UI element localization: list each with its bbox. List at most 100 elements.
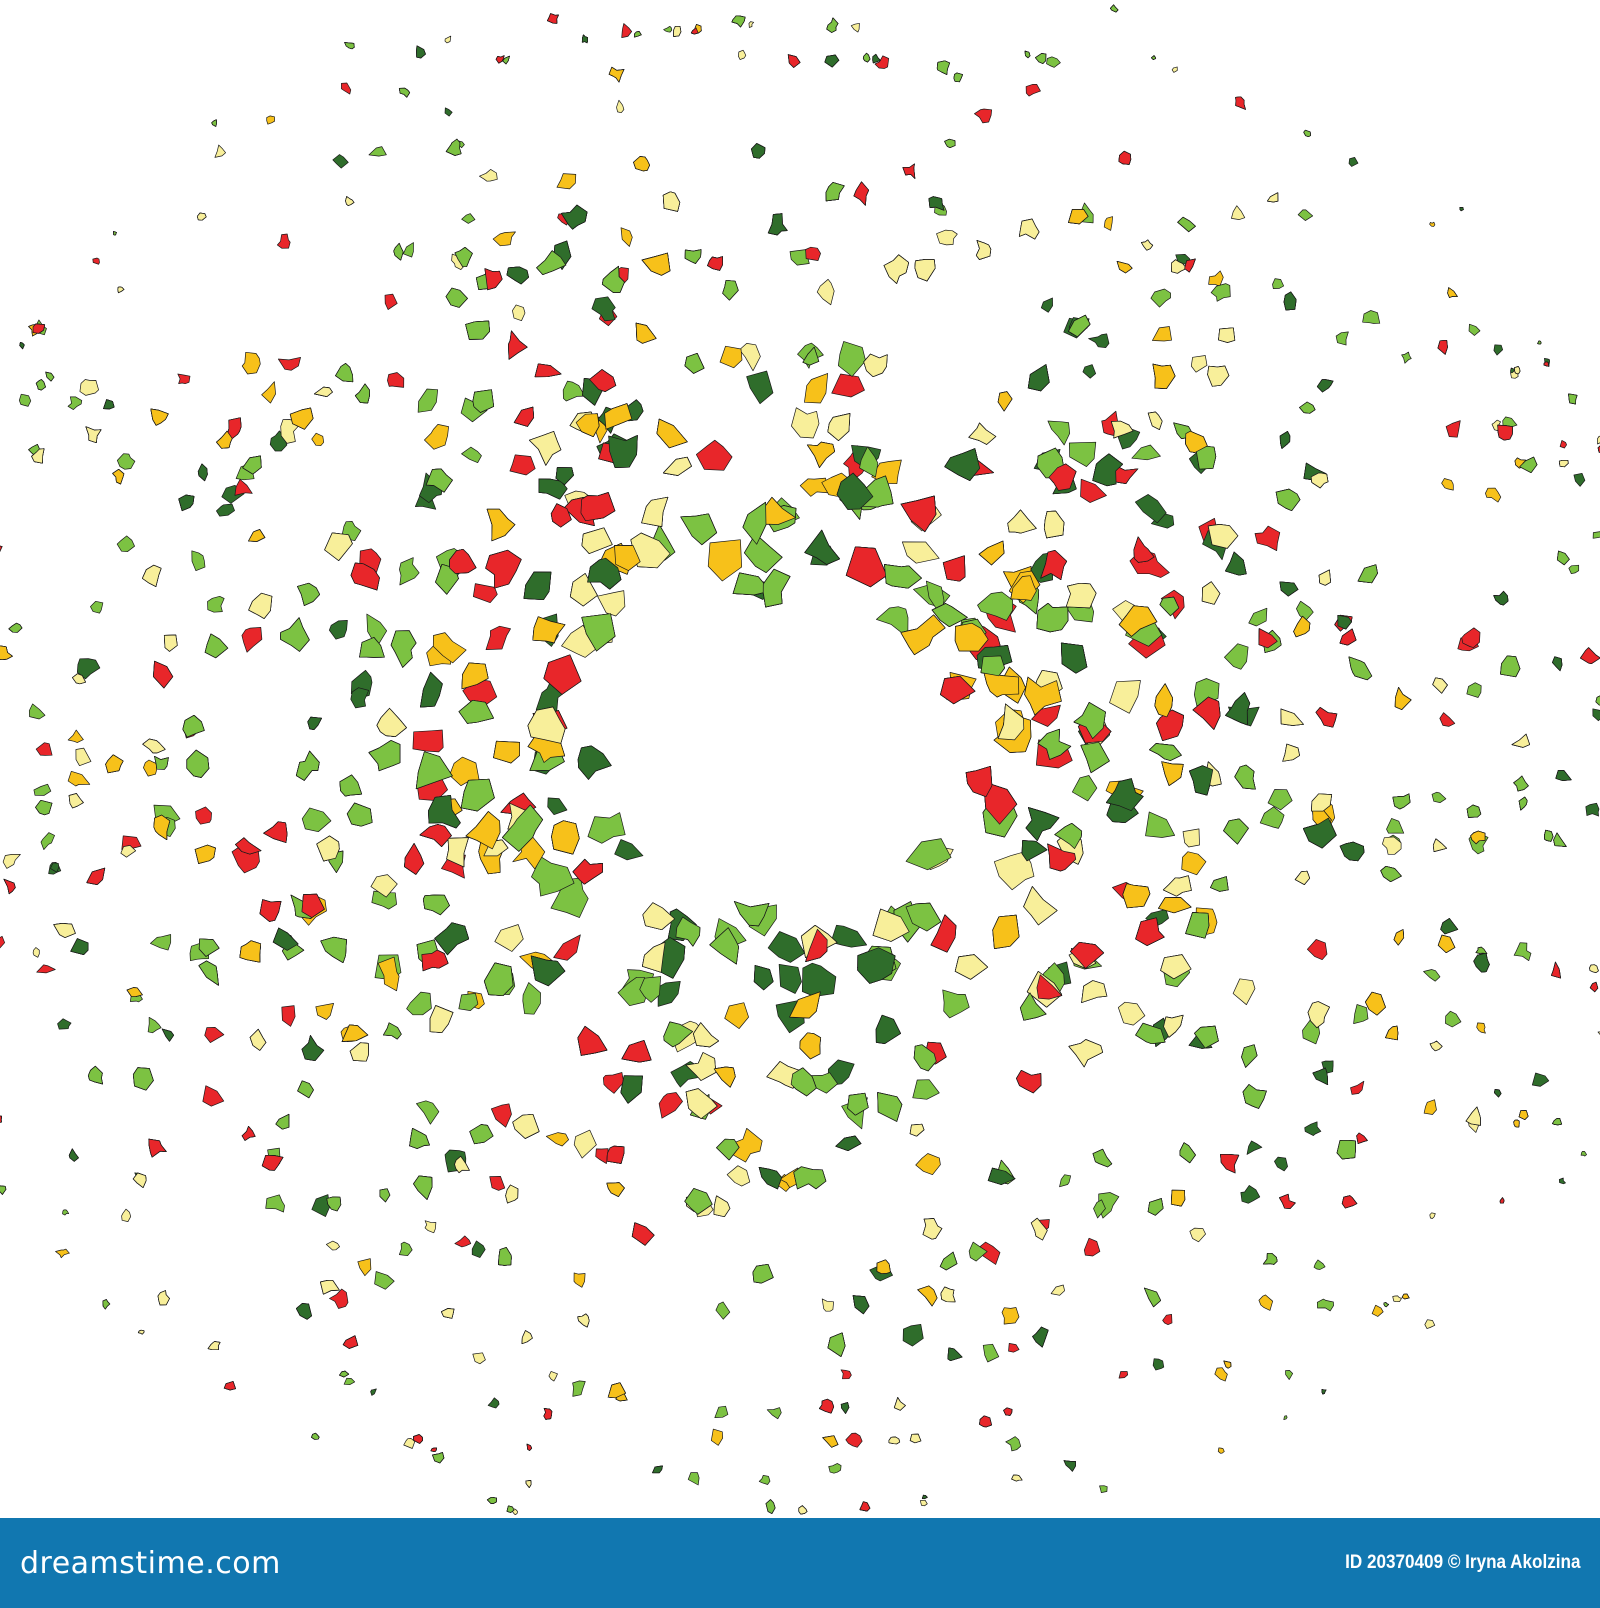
confetti-piece [1555,770,1572,781]
confetti-piece [577,1025,608,1056]
confetti-piece [416,45,426,59]
confetti-piece [965,765,993,798]
confetti-piece [1021,840,1048,862]
confetti-piece [940,675,976,705]
confetti-piece [685,1088,718,1119]
confetti-piece [793,1166,827,1190]
confetti-piece [1063,1460,1076,1472]
confetti-piece [831,373,865,398]
confetti-piece [120,845,137,858]
confetti-piece [1231,205,1246,220]
confetti-piece [1050,1284,1065,1296]
confetti-piece [198,938,220,957]
confetti-piece [1001,1307,1020,1325]
confetti-piece [0,935,6,949]
confetti-piece [1092,1148,1113,1168]
confetti-piece [913,1044,937,1072]
confetti-piece [662,191,681,212]
confetti-piece [272,927,299,951]
confetti-piece [799,1032,822,1060]
confetti-piece [383,1022,402,1040]
confetti-piece [399,557,420,586]
confetti-piece [852,1295,870,1315]
confetti-piece [1431,791,1447,803]
confetti-piece [974,108,993,124]
confetti-piece [241,1125,256,1141]
confetti-piece [1235,96,1246,110]
confetti-piece [1145,811,1176,838]
confetti-piece [569,573,598,607]
confetti-piece [223,1381,236,1391]
confetti-piece [202,1085,225,1107]
confetti-piece [630,532,671,569]
confetti-piece [529,431,562,466]
confetti-piece [265,1194,285,1213]
confetti-piece [1036,602,1069,633]
confetti-piece [530,955,566,987]
confetti-piece [239,940,262,963]
confetti-piece [1154,683,1173,718]
confetti-piece [1060,642,1088,674]
confetti-piece [342,1335,359,1349]
confetti-piece [857,947,896,984]
confetti-piece [912,1079,940,1100]
confetti-piece [194,844,216,864]
confetti-piece [1299,401,1316,414]
confetti-piece [722,279,739,301]
confetti-piece [432,1452,445,1464]
confetti-piece [384,293,398,310]
confetti-piece [1030,1217,1048,1241]
confetti-piece [204,633,229,659]
confetti-piece [67,729,84,743]
confetti-piece [954,954,989,980]
confetti-piece [163,634,178,652]
confetti-piece [1303,129,1311,138]
confetti-piece [733,901,770,927]
confetti-piece [1170,1189,1186,1207]
confetti-piece [1279,431,1291,449]
confetti-piece [1513,942,1532,962]
confetti-piece [1466,804,1482,818]
confetti-piece [816,278,835,306]
confetti-piece [198,960,219,986]
confetti-piece [1476,1022,1486,1034]
confetti-piece [944,448,981,481]
confetti-piece [1019,992,1047,1021]
confetti-piece [368,146,387,157]
confetti-piece [320,1279,340,1295]
confetti-piece [398,87,411,98]
confetti-piece [1068,1039,1104,1068]
confetti-piece [1185,912,1210,939]
confetti-piece [915,1153,941,1176]
confetti-piece [714,1405,729,1418]
confetti-piece [791,407,820,439]
confetti-piece [178,494,195,512]
confetti-piece [551,820,580,855]
confetti-piece [859,446,879,478]
confetti-piece [936,229,958,246]
confetti-piece [472,1352,486,1365]
confetti-piece [1103,216,1113,231]
confetti-piece [1447,287,1458,298]
confetti-piece [968,422,997,445]
confetti-piece [905,902,942,932]
confetti-piece [587,557,622,590]
confetti-piece [1068,209,1089,225]
confetti-piece [1225,551,1247,576]
confetti-piece [1192,696,1221,730]
confetti-piece [939,1251,958,1271]
confetti-piece [112,468,125,485]
confetti-piece [297,582,321,606]
confetti-piece [1258,1294,1274,1311]
confetti-piece [335,363,354,383]
confetti-piece [787,54,801,68]
confetti-piece [126,987,143,997]
confetti-piece [888,1436,901,1445]
confetti-piece [1147,1198,1164,1216]
confetti-piece [1254,525,1281,552]
confetti-piece [635,322,657,344]
confetti-piece [1035,53,1047,64]
confetti-piece [930,914,957,953]
confetti-piece [1441,478,1454,491]
confetti-piece [863,353,888,378]
